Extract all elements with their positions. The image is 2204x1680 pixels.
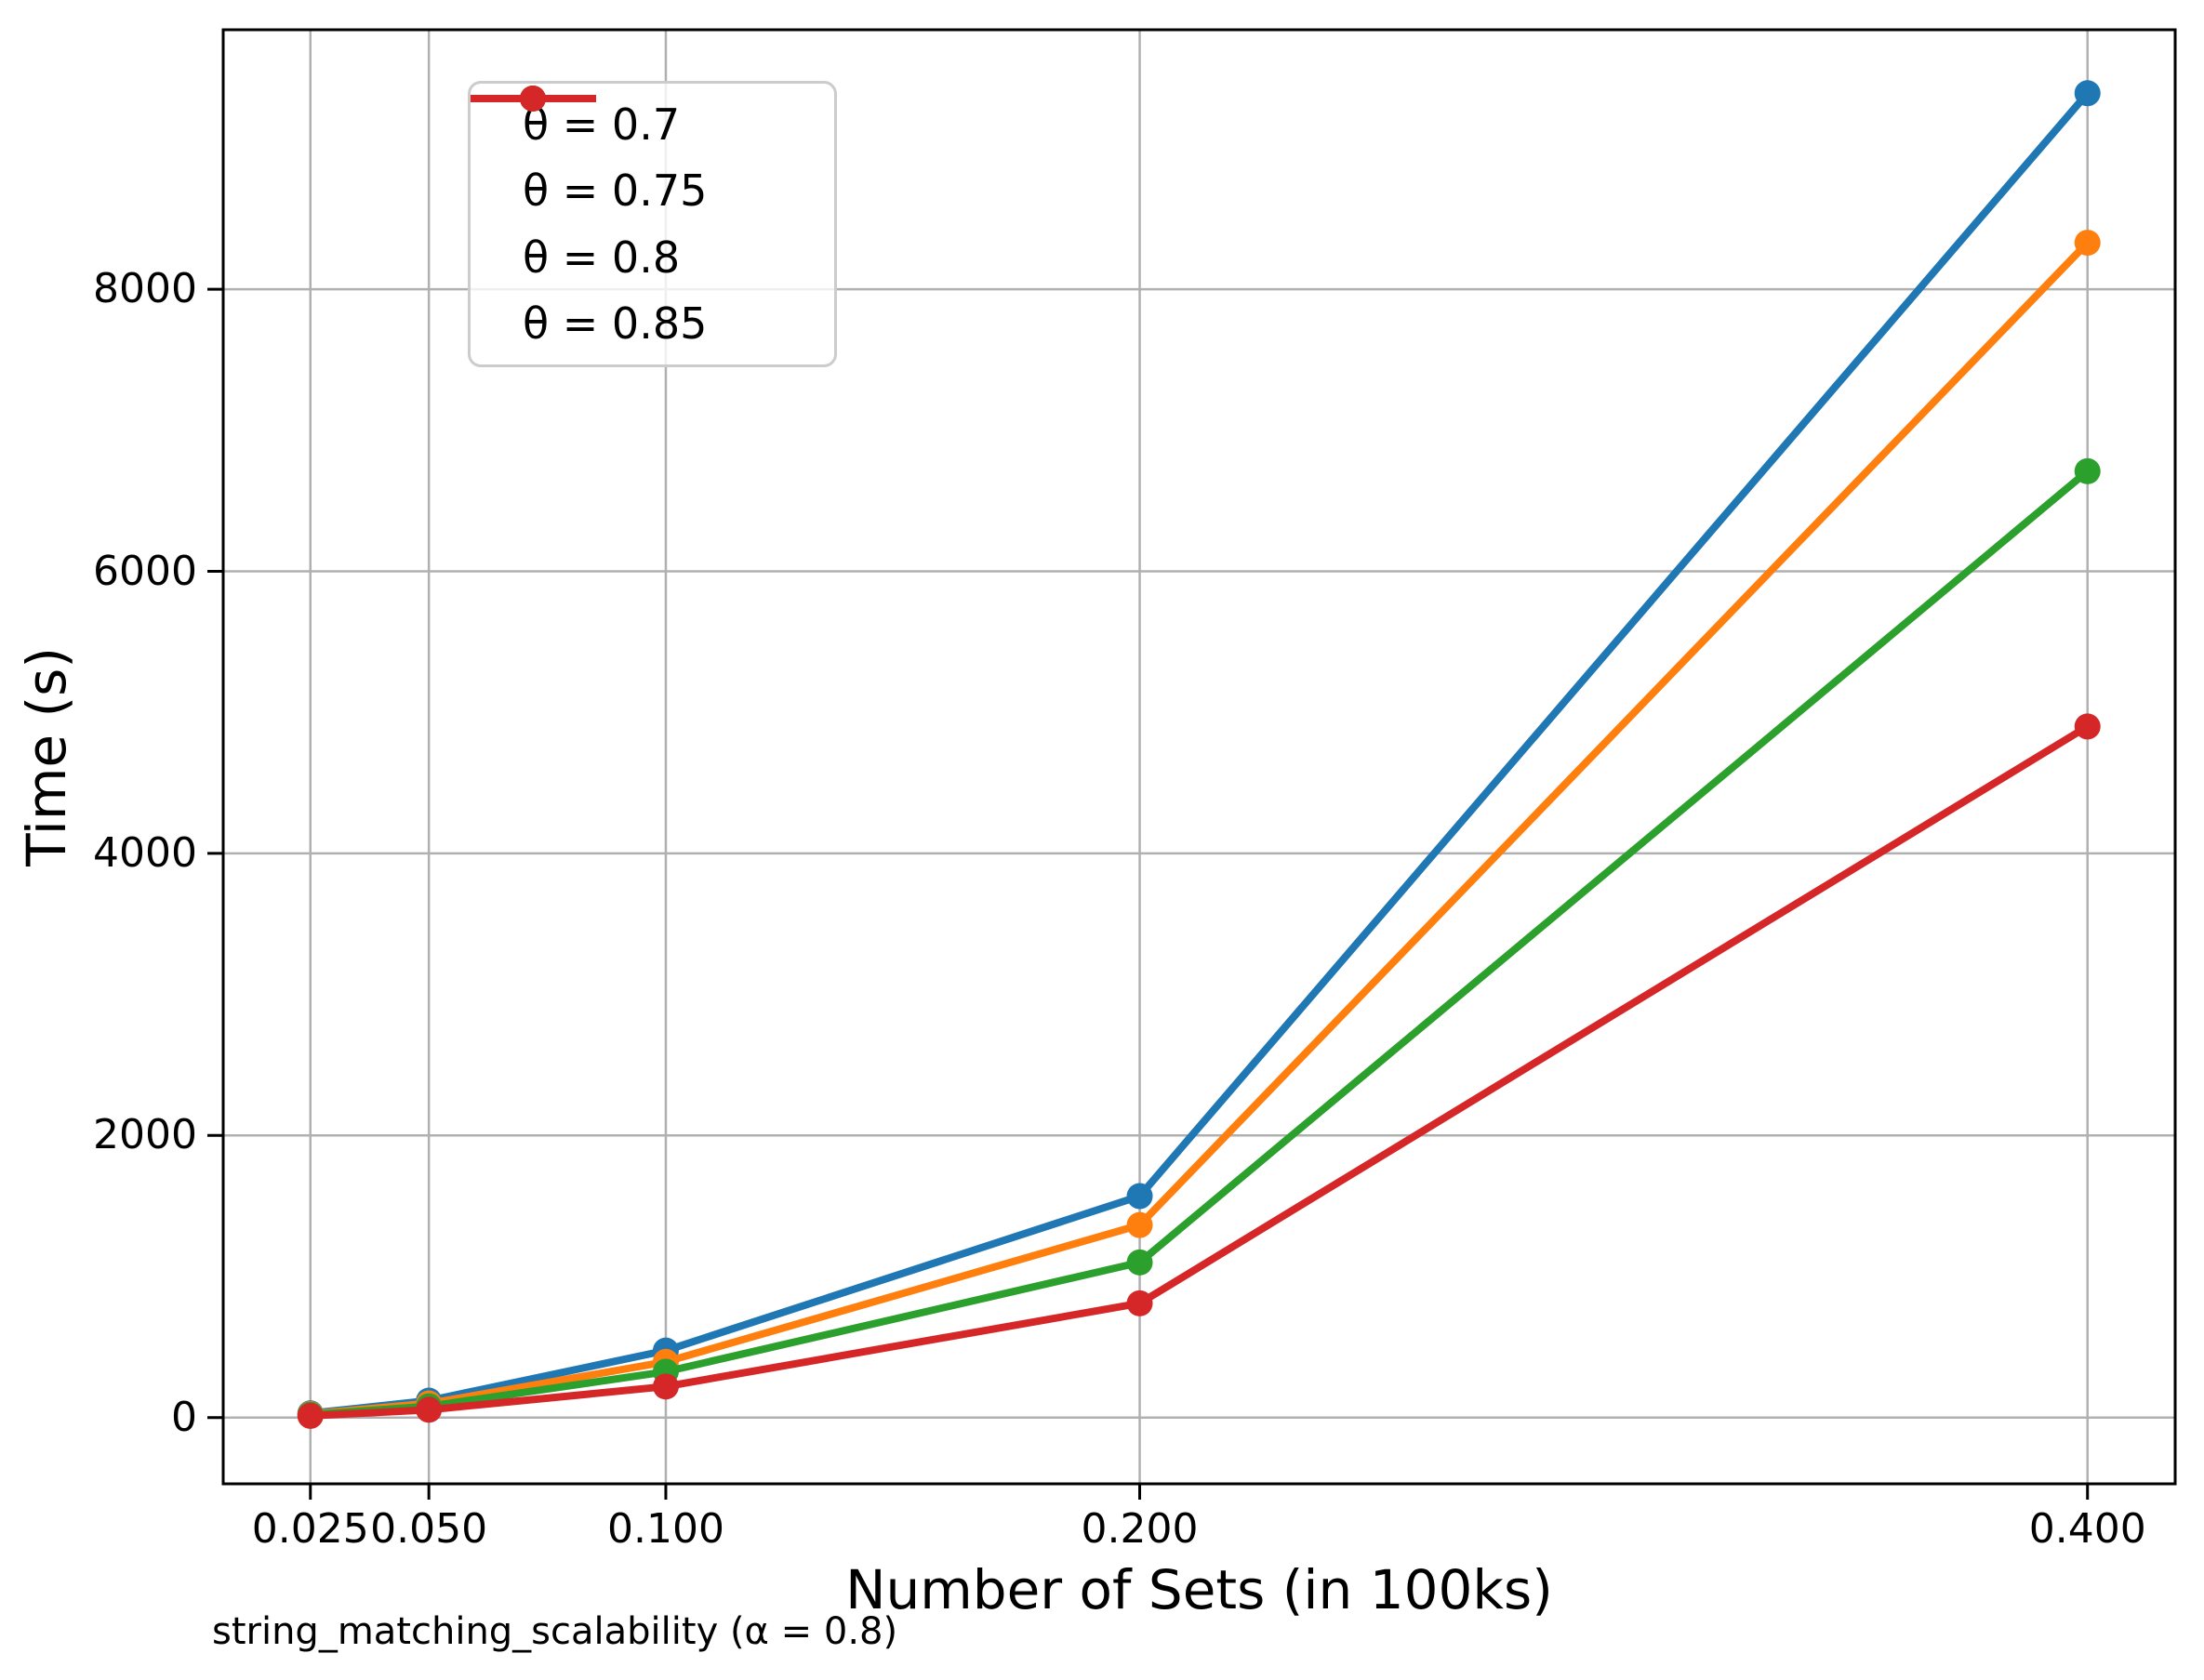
- y-tick-label: 2000: [93, 1111, 197, 1159]
- y-tick-label: 0: [171, 1393, 197, 1441]
- legend-item: θ = 0.85: [471, 86, 834, 350]
- data-point: [2074, 457, 2101, 484]
- x-tick-label: 0.050: [370, 1505, 488, 1553]
- data-point: [2074, 230, 2101, 257]
- x-tick-label: 0.400: [2028, 1505, 2146, 1553]
- legend: θ = 0.7 θ = 0.75 θ = 0.8 θ = 0.85: [468, 81, 837, 367]
- legend-item-label: θ = 0.85: [523, 298, 708, 350]
- chart-canvas: [207, 28, 2177, 1500]
- x-axis-label: Number of Sets (in 100ks): [845, 1558, 1553, 1621]
- data-point: [416, 1396, 443, 1423]
- legend-swatch: [471, 86, 596, 112]
- x-tick-label: 0.100: [606, 1505, 724, 1553]
- series-line: [306, 239, 2091, 1418]
- series-line: [306, 722, 2091, 1420]
- legend-item-label: θ = 0.75: [523, 165, 708, 217]
- legend-item-label: θ = 0.7: [523, 99, 681, 150]
- x-tick-label: 0.025: [251, 1505, 369, 1553]
- data-point: [1126, 1211, 1153, 1238]
- y-axis-tick-labels: 0 2000 4000 6000 8000: [0, 30, 197, 1484]
- legend-item: θ = 0.75: [471, 86, 834, 217]
- series-line: [306, 467, 2091, 1419]
- legend-item-label: θ = 0.8: [523, 231, 681, 283]
- plot-area: θ = 0.7 θ = 0.75 θ = 0.8 θ = 0.85: [207, 28, 2177, 1500]
- figure-caption: string_matching_scalability (α = 0.8): [212, 1610, 898, 1653]
- x-axis-tick-labels: 0.025 0.050 0.100 0.200 0.400: [223, 1506, 2175, 1553]
- y-tick-label: 4000: [93, 828, 197, 877]
- data-point: [1126, 1183, 1153, 1210]
- data-point: [1126, 1249, 1153, 1276]
- data-point: [1126, 1290, 1153, 1316]
- data-point: [297, 1402, 324, 1429]
- data-point: [2074, 713, 2101, 740]
- legend-item: θ = 0.8: [471, 86, 834, 283]
- axes-frame: [221, 28, 2177, 1486]
- legend-marker-icon: [520, 86, 546, 112]
- data-point: [652, 1373, 679, 1400]
- y-tick-label: 6000: [93, 547, 197, 595]
- x-tick-label: 0.200: [1081, 1505, 1199, 1553]
- data-point: [2074, 80, 2101, 107]
- y-tick-label: 8000: [93, 265, 197, 313]
